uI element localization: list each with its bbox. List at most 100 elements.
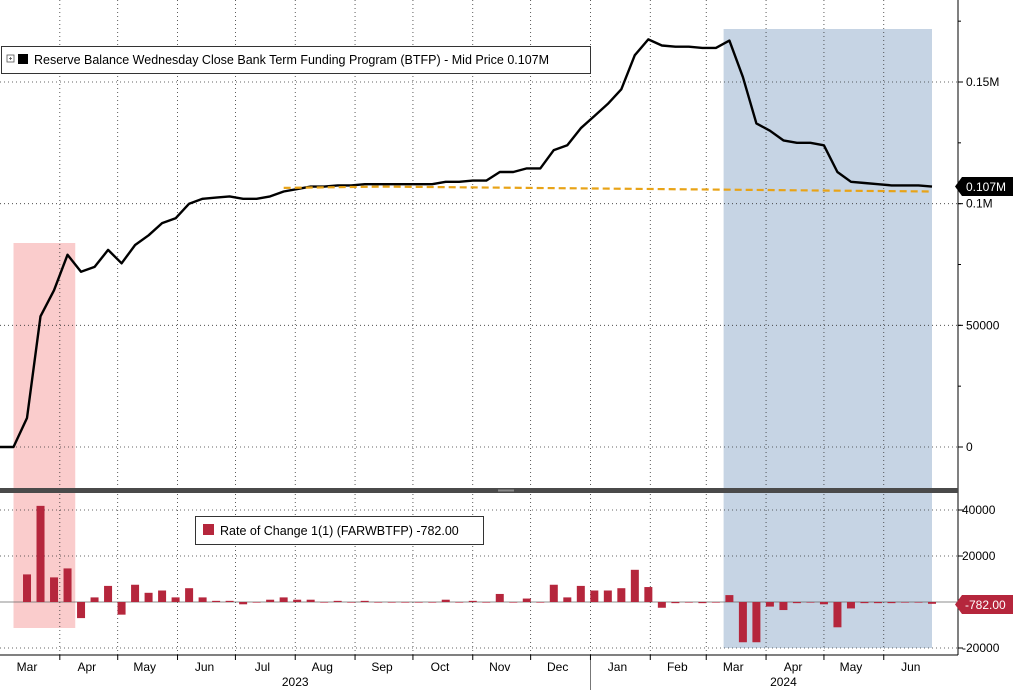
roc-bar <box>549 584 558 602</box>
roc-bar <box>428 602 437 603</box>
roc-bar <box>671 602 680 604</box>
btfp-lines <box>0 38 933 449</box>
roc-bar <box>239 602 248 605</box>
roc-bar <box>198 597 207 602</box>
x-tick-label: Mar <box>723 660 744 674</box>
roc-bar <box>279 597 288 602</box>
roc-bar <box>266 599 275 602</box>
roc-bar <box>36 505 45 602</box>
roc-bar <box>23 574 32 602</box>
x-tick-label: Apr <box>784 660 803 674</box>
roc-bar <box>293 599 302 602</box>
roc-bar <box>603 590 612 602</box>
x-tick-label: Mar <box>17 660 38 674</box>
roc-bar <box>360 600 369 602</box>
roc-bar <box>117 602 126 615</box>
y-tick-label: -20000 <box>962 641 1000 655</box>
panel-divider[interactable] <box>0 488 958 493</box>
roc-bar <box>617 588 626 602</box>
roc-bar <box>576 585 585 602</box>
roc-bar <box>414 602 423 603</box>
roc-bar <box>63 568 72 602</box>
btfp-legend: Reserve Balance Wednesday Close Bank Ter… <box>1 46 591 74</box>
roc-bar <box>846 602 855 609</box>
btfp-last-value-label: 0.107M <box>966 180 1006 194</box>
roc-bar <box>644 587 653 602</box>
roc-bar <box>144 592 153 602</box>
y-tick-label: 40000 <box>962 503 996 517</box>
x-tick-label: Jan <box>608 660 627 674</box>
roc-bar <box>928 602 936 604</box>
roc-bar <box>630 569 639 602</box>
year-label: 2023 <box>282 675 309 689</box>
roc-bar <box>171 597 180 602</box>
roc-bar <box>320 602 329 603</box>
roc-bar <box>509 602 518 603</box>
x-tick-label: Sep <box>371 660 393 674</box>
divider-grip-icon[interactable] <box>498 489 514 492</box>
x-tick-label: Feb <box>667 660 688 674</box>
roc-bar <box>77 602 86 619</box>
roc-bar <box>158 590 167 602</box>
roc-bar <box>306 599 315 602</box>
x-tick-label: Jun <box>195 660 214 674</box>
x-tick-label: Jul <box>255 660 270 674</box>
roc-bar <box>252 602 261 603</box>
x-tick-label: May <box>840 660 863 674</box>
roc-bar <box>900 602 909 603</box>
roc-bar <box>806 602 815 603</box>
roc-bar <box>347 602 356 603</box>
roc-bar <box>482 602 491 603</box>
roc-bar <box>536 602 545 603</box>
y-tick-label: 0.15M <box>966 75 999 89</box>
roc-bar <box>792 602 801 604</box>
highlight-band <box>723 29 932 648</box>
roc-bar <box>860 602 869 604</box>
roc-bar <box>50 577 59 602</box>
roc-bar <box>495 593 504 602</box>
roc-bar <box>590 590 599 602</box>
roc-bar <box>131 584 140 602</box>
roc-bar <box>914 602 923 603</box>
trend-series-line <box>283 185 933 193</box>
roc-bar <box>684 602 693 603</box>
legend-btfp-text: Reserve Balance Wednesday Close Bank Ter… <box>34 53 549 67</box>
roc-bar <box>779 602 788 611</box>
highlight-bands <box>13 29 932 648</box>
legend-swatch-btfp <box>18 54 28 64</box>
roc-bar <box>90 597 99 602</box>
legend-swatch-roc <box>203 524 214 535</box>
roc-bar <box>819 602 828 605</box>
btfp-series-line <box>0 38 933 449</box>
roc-legend: Rate of Change 1(1) (FARWBTFP) -782.00 <box>195 516 484 545</box>
roc-bar <box>873 602 882 604</box>
roc-bar <box>455 602 464 603</box>
x-tick-label: Aug <box>312 660 333 674</box>
y-tick-label: 0 <box>966 440 973 454</box>
roc-bar <box>387 602 396 603</box>
roc-bar <box>765 602 774 607</box>
x-tick-label: Jun <box>901 660 920 674</box>
roc-bar <box>887 602 896 604</box>
x-tick-label: Apr <box>77 660 96 674</box>
roc-bar <box>738 602 747 643</box>
y-tick-label: 0.1M <box>966 197 993 211</box>
roc-bar <box>441 599 450 602</box>
roc-bar <box>374 602 383 603</box>
roc-bar <box>212 600 221 602</box>
y-tick-label: 20000 <box>962 549 996 563</box>
roc-bar <box>333 600 342 602</box>
roc-bar <box>725 595 734 602</box>
x-tick-label: May <box>133 660 156 674</box>
roc-bar <box>225 600 234 602</box>
roc-last-value-label: -782.00 <box>965 598 1006 612</box>
x-tick-label: Dec <box>547 660 568 674</box>
roc-bar <box>698 602 707 604</box>
roc-bar <box>833 602 842 628</box>
x-tick-label: Nov <box>489 660 510 674</box>
x-tick-label: Oct <box>431 660 450 674</box>
roc-bar <box>563 597 572 602</box>
roc-bar <box>711 602 720 603</box>
